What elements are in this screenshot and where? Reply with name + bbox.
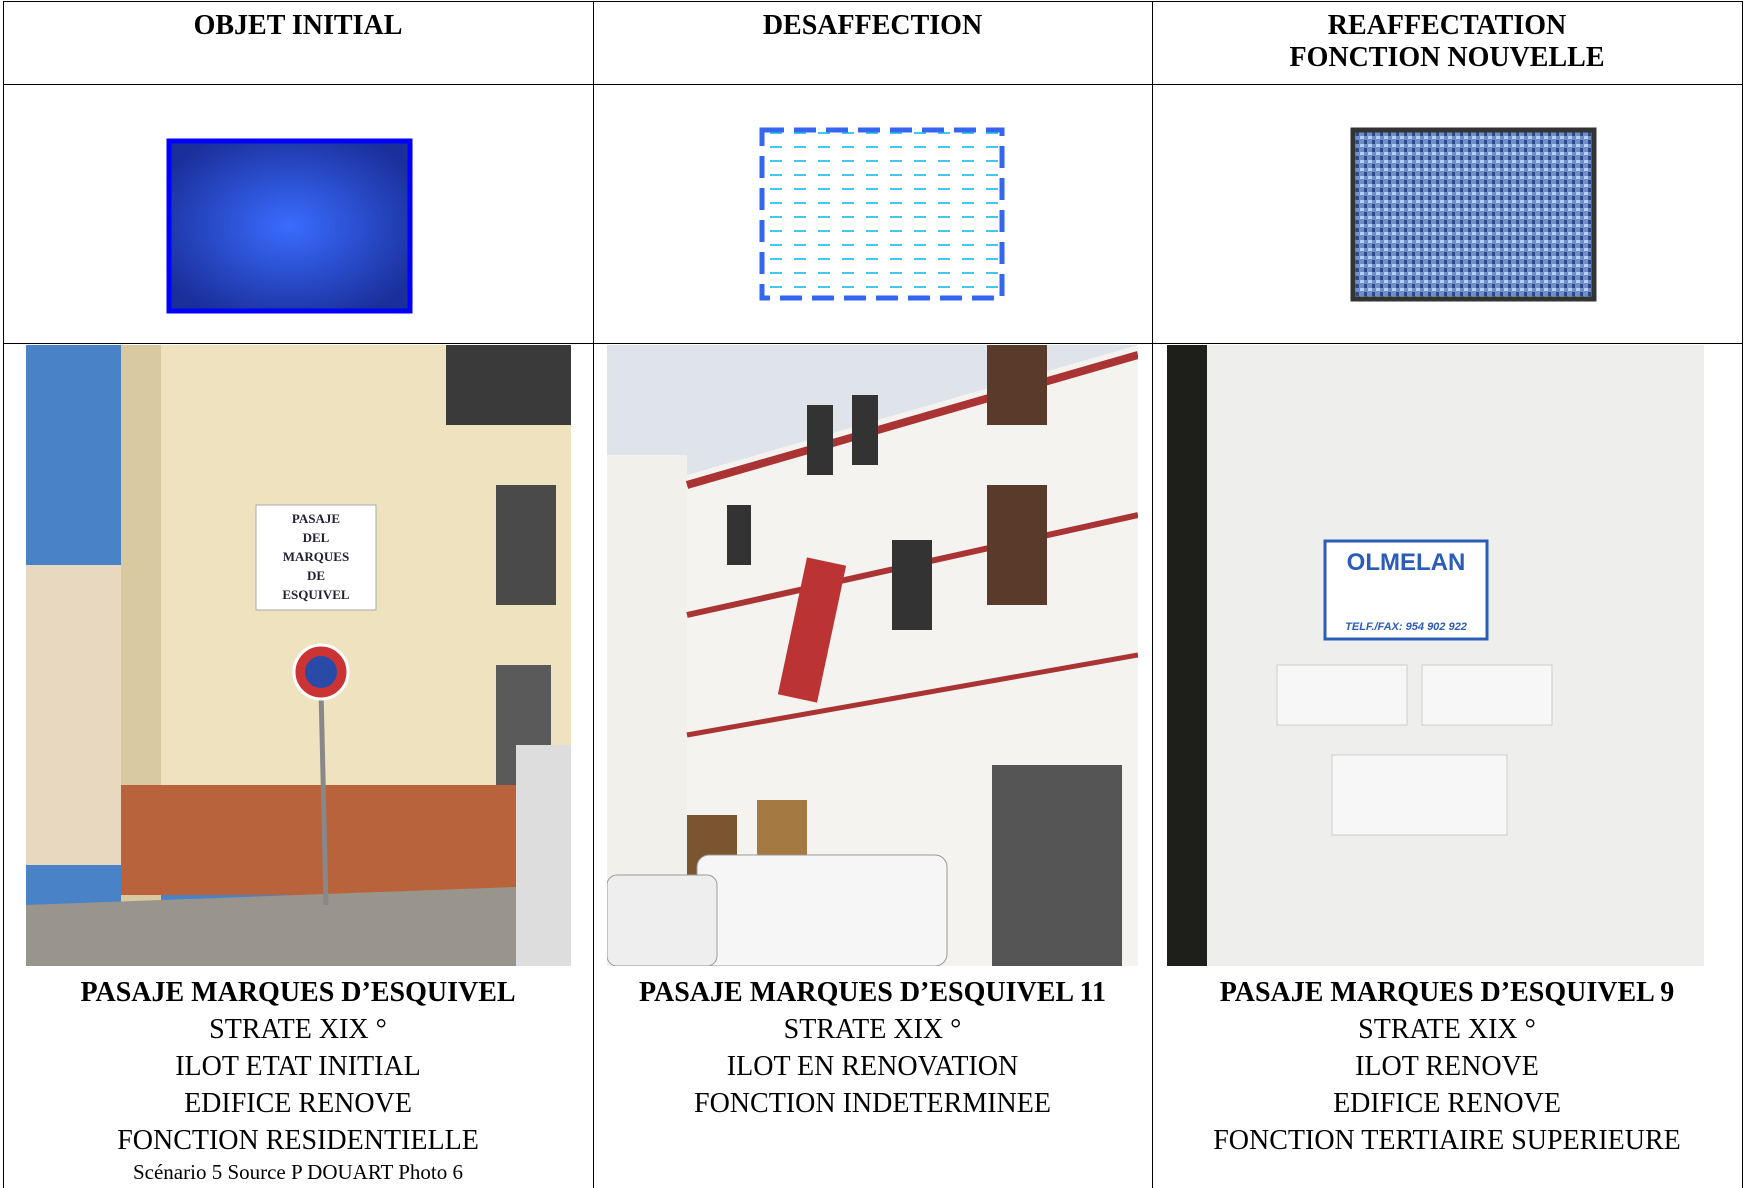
caption-line: STRATE XIX ° [209,1014,387,1045]
caption-title: PASAJE MARQUES D’ESQUIVEL [80,977,516,1008]
symbol-reaffectation [1350,127,1597,302]
rule [3,1,4,1188]
caption-line: ILOT ETAT INITIAL [175,1051,421,1082]
header-line: FONCTION NOUVELLE [1289,42,1605,73]
symbol-initial [166,138,413,314]
header-line: OBJET INITIAL [193,10,403,41]
rule [593,1,594,1188]
office-phone: TELF./FAX: 954 902 922 [1345,621,1467,633]
office-sign-text: OLMELAN [1347,549,1466,576]
symbols [166,127,1597,314]
street-sign-text: PASAJE [292,511,340,526]
rule [3,84,1743,85]
rule [3,343,1743,344]
street-sign-text: MARQUES [283,549,349,564]
photo-office-signs: OLMELAN TELF./FAX: 954 902 922 [1167,345,1704,966]
street-sign-text: DE [307,568,325,583]
caption-title: PASAJE MARQUES D’ESQUIVEL 9 [1219,977,1675,1008]
caption-line: EDIFICE RENOVE [1333,1088,1561,1119]
rule [1742,1,1743,1188]
caption: PASAJE MARQUES D’ESQUIVEL 9 STRATE XIX ° I… [1160,974,1734,1159]
caption-line: STRATE XIX ° [783,1014,962,1045]
photo-building [607,345,1138,966]
office-sign [1323,539,1489,641]
column-header: DESAFFECTION [593,10,1152,42]
caption-line: STRATE XIX ° [1358,1014,1536,1045]
caption-line: ILOT RENOVE [1355,1051,1539,1082]
street-sign [255,504,377,611]
caption-line: FONCTION RESIDENTIELLE [117,1125,479,1156]
caption-title: PASAJE MARQUES D’ESQUIVEL 11 [638,977,1106,1008]
rule [3,1,1743,2]
rule [1152,1,1153,1188]
caption: PASAJE MARQUES D’ESQUIVEL STRATE XIX ° ILO… [11,974,585,1185]
header-line: REAFFECTATION [1327,10,1567,41]
caption-line: ILOT EN RENOVATION [726,1051,1019,1082]
caption-line: EDIFICE RENOVE [184,1088,412,1119]
street-sign-text: ESQUIVEL [282,587,350,602]
symbol-desaffection [759,127,1005,301]
caption: PASAJE MARQUES D’ESQUIVEL 11 STRATE XIX °… [601,974,1144,1122]
caption-line: FONCTION INDETERMINEE [694,1088,1051,1119]
caption-line: FONCTION TERTIAIRE SUPERIEURE [1213,1125,1681,1156]
photo-street-corner: PASAJE DEL MARQUES DE ESQUIVEL [26,345,571,966]
header-line: DESAFFECTION [762,10,983,41]
column-header: REAFFECTATION FONCTION NOUVELLE [1152,10,1742,74]
street-sign-text: DEL [303,530,330,545]
caption-note: Scénario 5 Source P DOUART Photo 6 [132,1160,464,1184]
column-header: OBJET INITIAL [3,10,593,42]
